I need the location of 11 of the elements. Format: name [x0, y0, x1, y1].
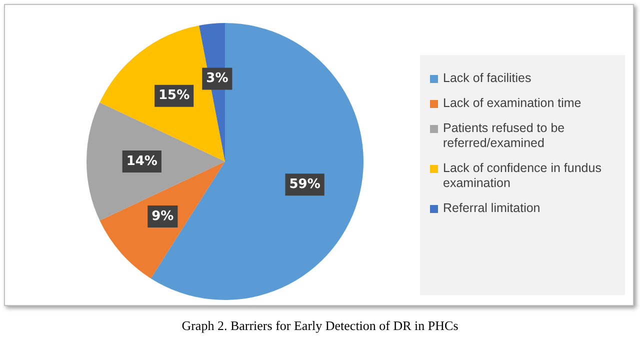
legend-label: Lack of confidence in fundus examination [443, 161, 602, 191]
data-label: 3% [206, 71, 228, 86]
data-label: 9% [152, 208, 174, 224]
text: Graph 2. Barriers for Early Detection of DR in PHCs [180, 318, 460, 334]
legend-label: Patients refused to be referred/examined [443, 121, 566, 151]
data-label: 15% [158, 88, 190, 104]
data-label: 59% [289, 177, 320, 192]
data-label: 14% [126, 154, 158, 169]
legend-label: Lack of examination time [443, 96, 582, 111]
legend-label: Lack of facilities [443, 71, 532, 86]
legend-label: Referral limitation [443, 201, 540, 216]
